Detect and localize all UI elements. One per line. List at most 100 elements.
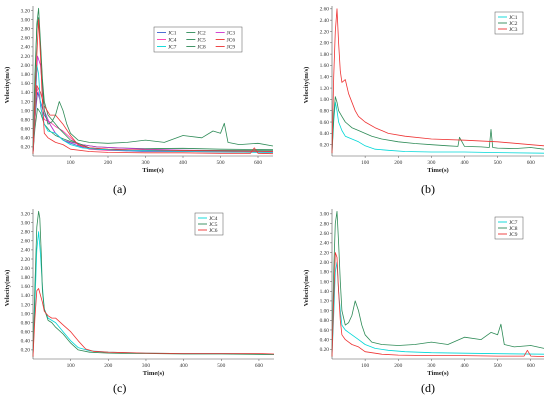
x-tick-label: 500	[494, 160, 502, 166]
y-tick-label: 2.40	[21, 248, 31, 254]
series-line-jc7	[331, 261, 545, 357]
series-line-jc8	[331, 211, 545, 357]
legend-box	[194, 212, 224, 236]
y-tick-label: 0.40	[320, 131, 330, 137]
y-tick-label: 2.40	[320, 18, 330, 24]
y-tick-label: 1.60	[21, 284, 31, 290]
series-line-jc8	[32, 16, 274, 154]
x-tick-label: 400	[460, 160, 468, 166]
x-tick-label: 500	[217, 363, 225, 369]
legend-label: JC4	[209, 216, 218, 222]
x-tick-label: 400	[180, 363, 188, 369]
y-axis-label: Velocity(m/s)	[4, 270, 11, 307]
y-tick-label: 3.00	[21, 220, 31, 226]
x-tick-label: 500	[494, 363, 502, 369]
y-tick-label: 1.20	[320, 299, 330, 305]
series-line-jc6	[32, 85, 274, 154]
legend-label: JC9	[227, 44, 236, 50]
legend-label: JC3	[227, 30, 236, 36]
y-tick-label: 1.20	[21, 302, 31, 308]
series-line-jc4	[32, 231, 275, 357]
y-tick-label: 0.60	[21, 127, 31, 133]
legend-label: JC5	[209, 222, 218, 228]
panel-d: 0.20 0.40 0.60 0.80 1.00 1.20 1.40 1.60 1.80 2.00…	[275, 205, 550, 410]
y-tick-label: 3.20	[21, 8, 31, 14]
legend-label: JC1	[168, 30, 177, 36]
y-tick-label: 1.80	[320, 52, 330, 58]
y-tick-label: 2.00	[21, 266, 31, 272]
y-tick-label: 2.00	[21, 63, 31, 69]
series-line-jc2	[32, 107, 274, 154]
y-tick-label: 1.80	[21, 275, 31, 281]
y-tick-label: 0.60	[320, 120, 330, 126]
series-line-jc3	[32, 55, 274, 154]
x-tick-label: 100	[361, 363, 369, 369]
x-tick-label: 100	[67, 363, 75, 369]
series-line-jc1	[331, 101, 545, 154]
legend-box	[153, 26, 243, 53]
y-tick-label: 1.80	[21, 72, 31, 78]
legend-label: JC1	[509, 15, 518, 21]
y-tick-label: 0.40	[320, 337, 330, 343]
x-tick-label: 100	[361, 160, 369, 166]
x-tick-label: 600	[254, 160, 262, 166]
y-tick-label: 2.60	[320, 231, 330, 237]
y-tick-label: 2.20	[21, 257, 31, 263]
y-tick-label: 2.80	[21, 230, 31, 236]
y-tick-label: 2.20	[320, 29, 330, 35]
y-tick-label: 2.20	[21, 54, 31, 60]
y-tick-label: 1.00	[21, 108, 31, 114]
series-line-jc5	[32, 210, 275, 357]
x-tick-label: 200	[104, 363, 112, 369]
panel-b: 0.20 0.40 0.60 0.80 1.00 1.20 1.40 1.60 1.80 2.00…	[275, 0, 550, 205]
y-tick-label: 2.80	[21, 27, 31, 33]
chart-a: 0.20 0.40 0.60 0.80 1.00 1.20 1.40 1.60 1.80 2.00…	[4, 6, 274, 174]
y-tick-label: 2.00	[320, 41, 330, 47]
panel-label-c: (c)	[113, 381, 127, 395]
x-tick-label: 200	[104, 160, 112, 166]
y-tick-label: 0.20	[320, 142, 330, 148]
y-tick-label: 0.40	[21, 339, 31, 345]
x-axis-label: Time(s)	[427, 167, 449, 174]
series-line-jc7	[32, 64, 274, 154]
y-tick-label: 2.60	[21, 239, 31, 245]
chart-c: 0.20 0.40 0.60 0.80 1.00 1.20 1.40 1.60 1.80 2.00…	[4, 209, 275, 377]
legend-box	[494, 11, 524, 35]
y-tick-label: 0.20	[21, 348, 31, 354]
panel-label-d: (d)	[421, 381, 435, 395]
y-tick-label: 2.40	[21, 45, 31, 51]
y-tick-label: 1.60	[21, 81, 31, 87]
legend-label: JC8	[509, 226, 518, 232]
y-tick-label: 2.60	[21, 36, 31, 42]
y-tick-label: 3.00	[21, 17, 31, 23]
y-tick-label: 1.60	[320, 279, 330, 285]
y-tick-label: 2.60	[320, 7, 330, 13]
y-tick-label: 0.40	[21, 136, 31, 142]
panel-c: 0.20 0.40 0.60 0.80 1.00 1.20 1.40 1.60 1.80 2.00…	[0, 205, 275, 410]
x-tick-label: 600	[255, 363, 263, 369]
x-tick-label: 300	[142, 363, 150, 369]
y-tick-label: 1.20	[320, 86, 330, 92]
x-tick-label: 500	[216, 160, 224, 166]
y-axis-label: Velocity(m/s)	[4, 67, 11, 104]
y-tick-label: 0.80	[21, 117, 31, 123]
x-tick-label: 600	[527, 160, 535, 166]
legend-label: JC9	[509, 232, 518, 238]
x-tick-label: 300	[141, 160, 149, 166]
y-tick-label: 0.80	[320, 318, 330, 324]
x-axis-label: Time(s)	[427, 370, 449, 377]
y-tick-label: 2.20	[320, 250, 330, 256]
y-tick-label: 1.40	[320, 289, 330, 295]
x-tick-label: 300	[427, 160, 435, 166]
x-axis-label: Time(s)	[142, 167, 164, 174]
x-tick-label: 400	[460, 363, 468, 369]
series-line-jc9	[32, 19, 274, 155]
y-tick-label: 1.60	[320, 63, 330, 69]
legend-label: JC7	[168, 44, 177, 50]
y-tick-label: 0.80	[21, 320, 31, 326]
x-tick-label: 100	[66, 160, 74, 166]
legend-label: JC3	[509, 27, 518, 33]
y-tick-label: 1.00	[21, 311, 31, 317]
y-tick-label: 0.60	[21, 330, 31, 336]
series-line-jc3	[331, 8, 545, 154]
